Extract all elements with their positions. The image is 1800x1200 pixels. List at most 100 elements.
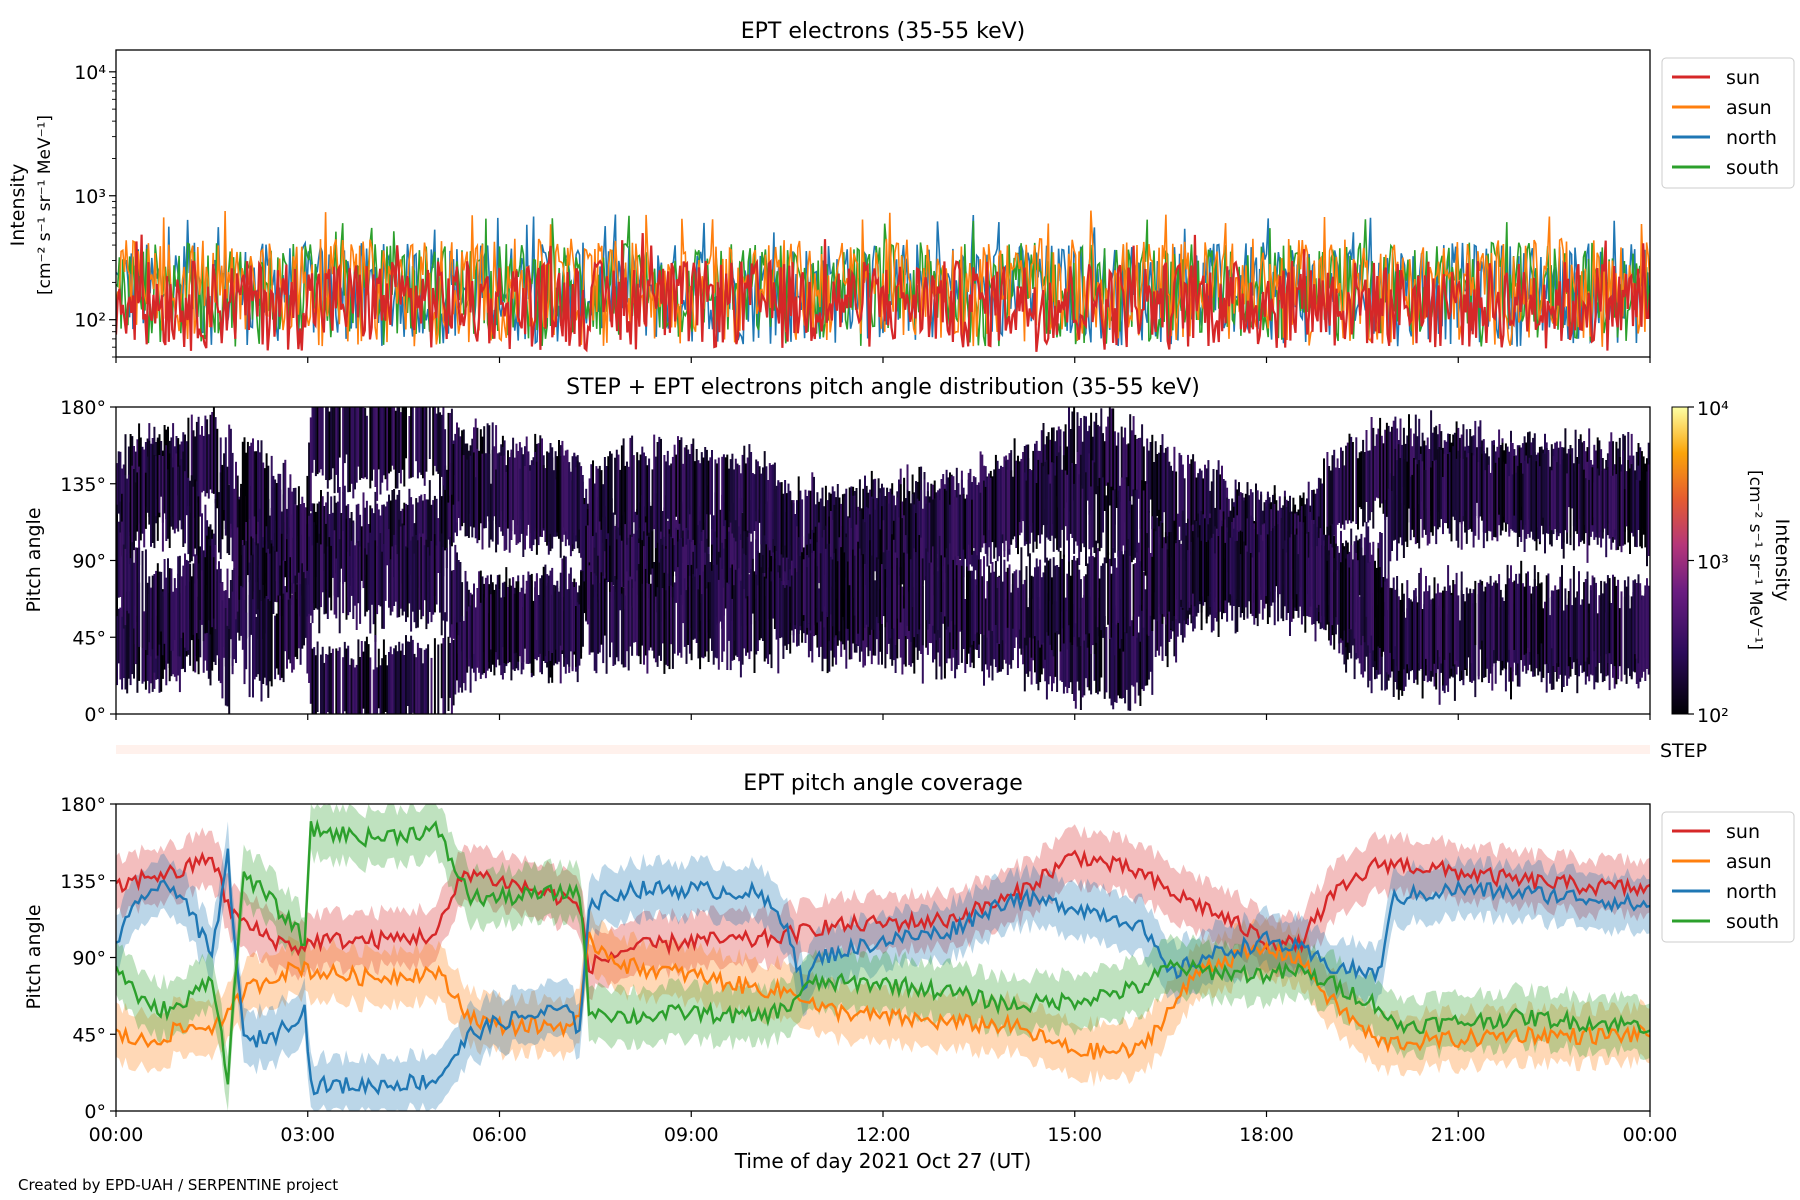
pad-bin [473, 452, 475, 528]
pad-bin [1221, 526, 1223, 620]
pad-bin [411, 639, 414, 713]
pad-bin [369, 532, 372, 634]
pad-bin [884, 569, 887, 628]
pad-bin [1068, 475, 1070, 563]
pad-bin [1591, 467, 1594, 526]
pad-bin [1411, 601, 1414, 671]
pad-bin [1343, 465, 1346, 530]
pad-bin [1124, 427, 1127, 523]
pad-bin [170, 568, 173, 651]
pad-bin [1566, 473, 1569, 533]
pad-bin [439, 412, 441, 490]
pad-bin [388, 407, 390, 474]
pad-bin [167, 469, 169, 539]
pad-bin [784, 587, 787, 646]
pad-bin [668, 465, 671, 530]
pad-bin [648, 458, 651, 533]
pad-bin [731, 564, 734, 621]
pad-bin [794, 514, 797, 576]
pad-bin [1096, 548, 1099, 628]
pad-bin [733, 524, 736, 585]
pad-bin [1402, 593, 1405, 670]
pad-bin [1073, 627, 1076, 701]
pad-bin [1139, 561, 1142, 642]
pad-bin [745, 463, 747, 532]
pad-bin [474, 607, 477, 682]
pad-bin [1066, 573, 1069, 650]
pad-bin [994, 561, 997, 625]
pad-bin [352, 659, 355, 714]
pad-bin [1593, 482, 1596, 540]
pad-bin [857, 541, 860, 634]
pad-bin [1091, 460, 1094, 548]
pad-bin [1136, 439, 1138, 526]
pad-bin [1518, 573, 1521, 657]
pad-bin [1127, 608, 1130, 711]
pad-bin [190, 576, 193, 641]
pad-bin [131, 542, 134, 626]
pad-bin [824, 548, 827, 630]
pad-bin [1605, 583, 1608, 655]
pad-bin [872, 559, 875, 630]
pad-bin [972, 550, 975, 641]
pad-bin [209, 545, 212, 635]
pad-bin [316, 407, 319, 475]
pad-bin [320, 490, 322, 580]
pad-bin [248, 446, 251, 520]
pad-bin [488, 613, 491, 669]
pad-bin [960, 565, 963, 630]
pad-bin [556, 580, 559, 665]
pad-bin [1462, 594, 1465, 679]
pad-bin [1430, 467, 1433, 533]
pad-bin [476, 606, 479, 668]
pad-bin [882, 552, 885, 617]
pad-bin [867, 508, 870, 609]
pad-bin [573, 452, 576, 534]
pad-bin [1195, 477, 1198, 533]
pad-bin [666, 573, 669, 667]
pad-bin [721, 569, 724, 662]
pad-bin [211, 538, 214, 628]
pad-bin [257, 487, 260, 568]
pad-bin [248, 594, 251, 698]
pad-bin [133, 469, 135, 551]
pad-bin [1316, 546, 1319, 608]
pad-bin [597, 594, 600, 654]
pad-bin [1068, 561, 1070, 626]
pad-bin [704, 509, 707, 580]
pad-bin [289, 598, 292, 664]
pad-bin [204, 504, 207, 585]
pad-bin [231, 591, 234, 675]
pad-bin [806, 567, 809, 628]
pad-bin [1331, 455, 1334, 525]
pad-bin [1562, 610, 1565, 687]
pad-bin [257, 609, 260, 675]
pad-bin [1311, 519, 1314, 596]
pad-bin [668, 586, 671, 670]
pad-bin [731, 598, 734, 661]
pad-bin [335, 648, 338, 714]
pad-bin [1127, 443, 1130, 512]
pad-bin [331, 512, 334, 578]
pad-bin [926, 491, 929, 584]
pad-bin [1549, 466, 1552, 545]
pad-bin [1212, 533, 1215, 631]
pad-bin [993, 469, 996, 559]
pad-bin [916, 498, 919, 586]
pad-bin [1057, 452, 1060, 552]
pad-bin [1178, 540, 1181, 624]
pad-bin [875, 498, 878, 589]
pad-bin [607, 456, 610, 534]
pad-bin [260, 600, 263, 702]
pad-bin [529, 574, 532, 664]
pad-bin [1457, 450, 1460, 548]
pad-bin [391, 490, 394, 578]
pad-bin [1596, 613, 1599, 683]
pad-bin [437, 407, 440, 474]
pad-bin [738, 488, 741, 581]
coverage-panel-title: EPT pitch angle coverage [743, 771, 1023, 796]
pad-bin [343, 407, 346, 464]
pad-bin [850, 570, 853, 660]
